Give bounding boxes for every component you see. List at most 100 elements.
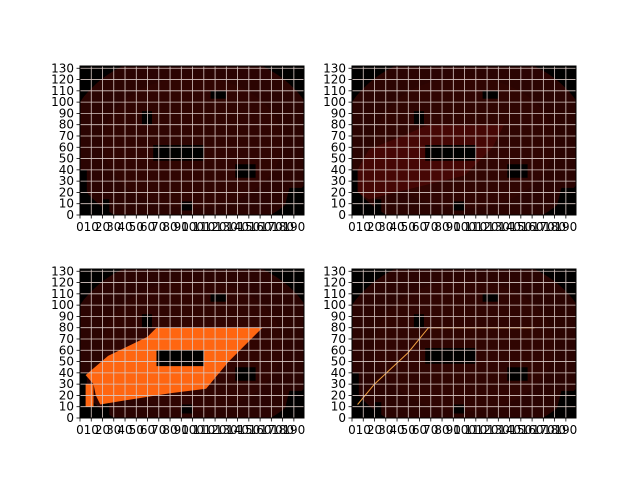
x-tick-label: 70 bbox=[423, 423, 438, 437]
x-tick-label: 40 bbox=[117, 423, 132, 437]
map-obstacle bbox=[554, 187, 576, 215]
map-obstacle bbox=[235, 164, 256, 178]
x-tick-label: 110 bbox=[464, 220, 487, 234]
x-tick-label: 70 bbox=[423, 220, 438, 234]
x-tick-label: 10 bbox=[84, 220, 99, 234]
x-tick-label: 190 bbox=[554, 423, 577, 437]
map-obstacle bbox=[425, 145, 476, 161]
x-tick-label: 40 bbox=[389, 220, 404, 234]
y-tick-label: 130 bbox=[51, 61, 74, 75]
y-tick-label: 70 bbox=[59, 129, 74, 143]
map-obstacle bbox=[374, 199, 382, 215]
y-tick-label: 60 bbox=[331, 140, 346, 154]
x-tick-label: 160 bbox=[249, 220, 272, 234]
x-tick-label: 140 bbox=[498, 220, 521, 234]
y-tick-label: 50 bbox=[59, 355, 74, 369]
y-tick-label: 80 bbox=[59, 118, 74, 132]
y-tick-label: 130 bbox=[51, 264, 74, 278]
map-obstacle bbox=[102, 402, 110, 418]
x-tick-label: 30 bbox=[106, 423, 121, 437]
x-tick-label: 90 bbox=[174, 220, 189, 234]
map-obstacle bbox=[80, 66, 114, 100]
x-tick-label: 150 bbox=[509, 220, 532, 234]
y-tick-label: 40 bbox=[331, 366, 346, 380]
map-obstacle bbox=[374, 402, 382, 418]
x-tick-label: 60 bbox=[412, 220, 427, 234]
map-obstacle bbox=[543, 66, 576, 98]
x-tick-label: 0 bbox=[348, 423, 356, 437]
x-tick-label: 50 bbox=[129, 220, 144, 234]
map-obstacle bbox=[271, 269, 304, 301]
y-tick-label: 90 bbox=[331, 309, 346, 323]
y-tick-label: 130 bbox=[323, 61, 346, 75]
y-tick-label: 120 bbox=[51, 276, 74, 290]
x-tick-label: 110 bbox=[192, 220, 215, 234]
x-tick-label: 170 bbox=[532, 423, 555, 437]
x-tick-label: 50 bbox=[401, 423, 416, 437]
x-tick-label: 40 bbox=[117, 220, 132, 234]
map-obstacle bbox=[554, 390, 576, 418]
x-tick-label: 170 bbox=[260, 220, 283, 234]
y-tick-label: 130 bbox=[323, 264, 346, 278]
x-tick-label: 80 bbox=[162, 423, 177, 437]
x-tick-label: 60 bbox=[140, 423, 155, 437]
y-tick-label: 0 bbox=[338, 411, 346, 425]
y-tick-label: 30 bbox=[331, 174, 346, 188]
x-tick-label: 30 bbox=[378, 423, 393, 437]
x-tick-label: 130 bbox=[215, 423, 238, 437]
x-tick-label: 10 bbox=[356, 220, 371, 234]
y-tick-label: 50 bbox=[59, 152, 74, 166]
map-obstacle bbox=[141, 111, 152, 125]
y-tick-label: 120 bbox=[323, 276, 346, 290]
x-tick-label: 0 bbox=[76, 423, 84, 437]
x-tick-label: 140 bbox=[498, 423, 521, 437]
y-tick-label: 0 bbox=[66, 208, 74, 222]
axes-frame bbox=[79, 268, 305, 419]
panel-bottom-right: 0 102030405060708090100110120130140150160… bbox=[323, 264, 577, 437]
map-obstacle bbox=[507, 367, 528, 381]
x-tick-label: 20 bbox=[95, 423, 110, 437]
axes-frame bbox=[351, 268, 577, 419]
map-obstacle bbox=[507, 164, 528, 178]
panel-top-right: 0 102030405060708090100110120130140150160… bbox=[323, 61, 577, 234]
x-tick-label: 130 bbox=[215, 220, 238, 234]
panel-plot-area bbox=[80, 269, 304, 418]
y-tick-label: 90 bbox=[59, 106, 74, 120]
y-tick-label: 20 bbox=[59, 185, 74, 199]
map-obstacle bbox=[181, 404, 193, 414]
x-tick-label: 160 bbox=[521, 220, 544, 234]
map-obstacle bbox=[352, 66, 386, 100]
y-tick-label: 90 bbox=[331, 106, 346, 120]
x-tick-label: 170 bbox=[532, 220, 555, 234]
x-tick-label: 150 bbox=[237, 220, 260, 234]
x-tick-label: 150 bbox=[509, 423, 532, 437]
y-tick-label: 50 bbox=[331, 355, 346, 369]
y-tick-label: 50 bbox=[331, 152, 346, 166]
x-tick-label: 50 bbox=[401, 220, 416, 234]
map-obstacle bbox=[235, 367, 256, 381]
map-obstacle bbox=[141, 314, 152, 328]
y-tick-label: 80 bbox=[331, 118, 346, 132]
y-tick-label: 110 bbox=[51, 287, 74, 301]
map-obstacle bbox=[453, 404, 465, 414]
x-tick-label: 60 bbox=[140, 220, 155, 234]
y-tick-label: 110 bbox=[323, 84, 346, 98]
map-obstacle bbox=[543, 269, 576, 301]
x-tick-label: 10 bbox=[356, 423, 371, 437]
x-tick-label: 160 bbox=[521, 423, 544, 437]
y-tick-label: 110 bbox=[323, 287, 346, 301]
y-tick-label: 20 bbox=[331, 185, 346, 199]
x-tick-label: 130 bbox=[487, 423, 510, 437]
x-tick-label: 30 bbox=[106, 220, 121, 234]
y-tick-label: 120 bbox=[323, 73, 346, 87]
x-tick-label: 90 bbox=[446, 423, 461, 437]
filled-region bbox=[85, 327, 263, 407]
y-tick-label: 30 bbox=[59, 174, 74, 188]
x-tick-label: 120 bbox=[204, 220, 227, 234]
x-tick-label: 180 bbox=[543, 423, 566, 437]
x-tick-label: 90 bbox=[174, 423, 189, 437]
x-tick-label: 10 bbox=[84, 423, 99, 437]
x-tick-label: 30 bbox=[378, 220, 393, 234]
map-obstacle bbox=[153, 145, 204, 161]
